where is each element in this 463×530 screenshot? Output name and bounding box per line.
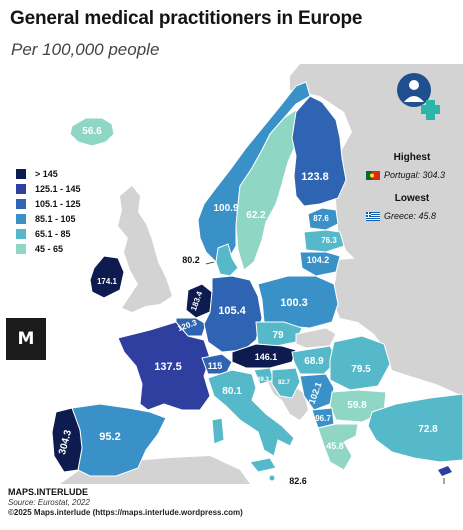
- legend-item: 125.1 - 145: [16, 181, 81, 196]
- value-label-germany: 105.4: [218, 305, 246, 317]
- footer: MAPS.INTERLUDE Source: Eurostat, 2022 ©2…: [8, 487, 243, 517]
- legend-label: 85.1 - 105: [35, 213, 76, 224]
- value-label-switzerland: 115: [208, 361, 223, 371]
- region-denmark: [215, 243, 239, 277]
- value-label-austria: 146.1: [255, 352, 278, 362]
- region-finland: [291, 95, 347, 207]
- legend-item: 45 - 65: [16, 241, 81, 256]
- region-malta: [269, 475, 275, 481]
- legend-item: 85.1 - 105: [16, 211, 81, 226]
- region-switzerland: [201, 353, 233, 375]
- legend-label: 105.1 - 125: [35, 198, 81, 209]
- doctor-icon: [397, 73, 440, 120]
- region-france: [117, 321, 211, 411]
- value-label-iceland: 56.6: [82, 126, 102, 137]
- value-label-lithuania: 104.2: [307, 255, 330, 265]
- value-label-bulgaria: 59.8: [347, 400, 367, 411]
- footer-source: Source: Eurostat, 2022: [8, 498, 90, 507]
- value-label-finland: 123.8: [301, 171, 329, 183]
- region-portugal: [51, 407, 83, 473]
- legend-item: 65.1 - 85: [16, 226, 81, 241]
- region-romania: [329, 335, 391, 391]
- value-label-malta: 82.6: [289, 476, 307, 484]
- legend-swatch: [16, 168, 26, 179]
- region-lithuania: [299, 251, 341, 277]
- region-turkey: [367, 393, 463, 463]
- region-estonia: [307, 207, 339, 231]
- value-label-greece: 45.8: [326, 441, 344, 451]
- legend-swatch: [16, 183, 26, 194]
- region-north-africa: [60, 456, 250, 484]
- value-label-latvia: 76.3: [321, 236, 337, 245]
- value-label-ireland: 174.1: [97, 277, 118, 286]
- medical-cross-icon: [421, 100, 440, 120]
- value-label-north-macedonia: 96.7: [315, 414, 331, 423]
- lowest-block: Lowest Greece: 45.8: [366, 193, 458, 221]
- value-label-spain: 95.2: [99, 431, 120, 443]
- region-sardinia: [211, 417, 225, 445]
- legend-label: 65.1 - 85: [35, 228, 71, 239]
- logo-icon: M: [6, 318, 46, 360]
- greece-flag-icon: [366, 211, 380, 221]
- region-poland: [257, 275, 339, 329]
- legend-label: > 145: [35, 168, 58, 179]
- legend-label: 45 - 65: [35, 243, 64, 254]
- highest-value: Portugal: 304.3: [384, 170, 446, 180]
- map-title: General medical practitioners in Europe: [10, 8, 363, 29]
- region-great-britain: [118, 186, 172, 312]
- region-greece: [317, 423, 359, 471]
- value-label-denmark: 80.2: [182, 255, 200, 265]
- lowest-value: Greece: 45.8: [384, 211, 437, 221]
- value-label-slovenia: 69.3: [257, 377, 269, 383]
- legend-swatch: [16, 198, 26, 209]
- highest-block: Highest Portugal: 304.3: [366, 152, 458, 180]
- region-austria: [231, 343, 297, 369]
- region-italy: [207, 369, 295, 457]
- legend-swatch: [16, 228, 26, 239]
- footer-brand: MAPS.INTERLUDE: [8, 487, 89, 497]
- legend-item: > 145: [16, 166, 81, 181]
- value-label-italy: 80.1: [222, 386, 242, 397]
- value-label-sweden: 62.2: [246, 210, 266, 221]
- value-label-czechia: 79: [272, 330, 284, 341]
- value-label-norway: 100.9: [213, 203, 238, 214]
- region-belarus-ukraine: [332, 258, 463, 396]
- region-sicily: [249, 457, 277, 473]
- value-label-croatia: 82.7: [278, 380, 290, 386]
- region-ireland: [89, 255, 125, 299]
- region-cyprus: [438, 466, 452, 476]
- portugal-flag-icon: [366, 170, 380, 180]
- denmark-leader-line: [205, 261, 215, 265]
- footer-copyright: ©2025 Maps.interlude (https://maps.inter…: [8, 508, 243, 517]
- legend-swatch: [16, 243, 26, 254]
- legend-item: 105.1 - 125: [16, 196, 81, 211]
- value-label-estonia: 87.6: [313, 214, 329, 223]
- value-label-poland: 100.3: [280, 297, 308, 309]
- lowest-heading: Lowest: [394, 193, 430, 204]
- value-label-france: 137.5: [154, 361, 182, 373]
- region-croatia: [271, 367, 301, 399]
- region-latvia: [303, 229, 345, 253]
- region-iceland: [69, 117, 115, 147]
- value-label-turkey: 72.8: [418, 424, 438, 435]
- value-label-romania: 79.5: [351, 364, 371, 375]
- legend: > 145 125.1 - 145 105.1 - 125 85.1 - 105 65.…: [16, 166, 81, 256]
- map-subtitle: Per 100,000 people: [11, 40, 160, 59]
- europe-map: 56.6 100.9 62.2 123.8 87.6 76.3 104.2 80.2 174.1…: [0, 64, 463, 484]
- value-label-hungary: 68.9: [304, 356, 324, 367]
- highest-heading: Highest: [393, 152, 431, 163]
- legend-swatch: [16, 213, 26, 224]
- legend-label: 125.1 - 145: [35, 183, 81, 194]
